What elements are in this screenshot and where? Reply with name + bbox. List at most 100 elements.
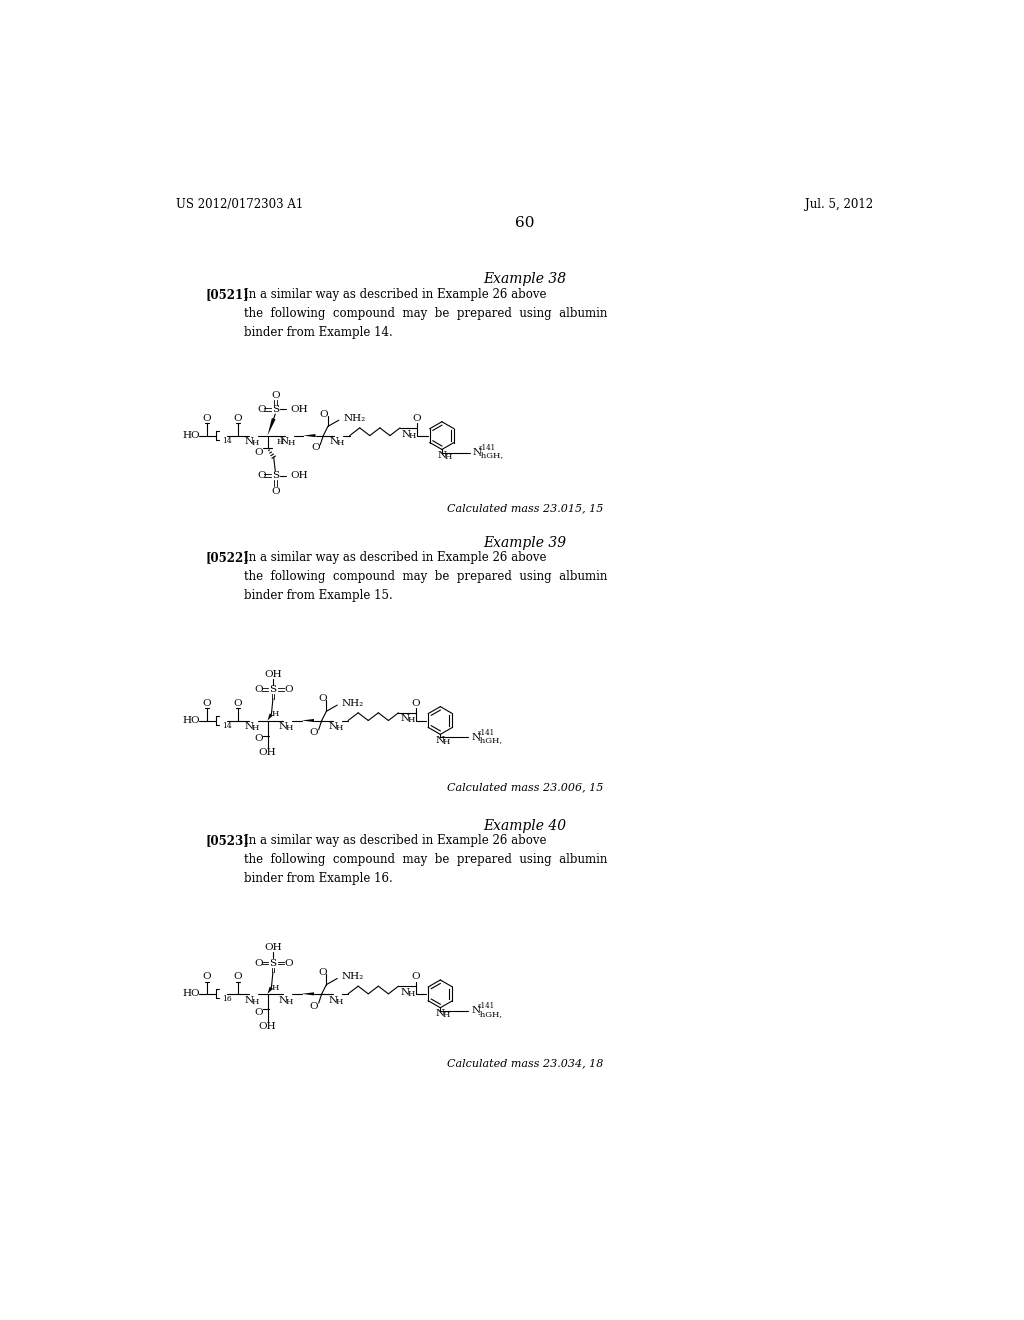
Text: N: N — [328, 995, 337, 1005]
Text: H: H — [286, 725, 293, 733]
Text: -hGH,: -hGH, — [479, 451, 504, 459]
Text: H: H — [286, 998, 293, 1006]
Text: N: N — [279, 995, 288, 1005]
Text: Calculated mass 23.006, 15: Calculated mass 23.006, 15 — [446, 781, 603, 792]
Text: 14: 14 — [222, 722, 232, 730]
Text: N: N — [245, 722, 254, 731]
Text: Example 38: Example 38 — [483, 272, 566, 286]
Polygon shape — [267, 418, 275, 436]
Polygon shape — [302, 993, 314, 995]
Text: -hGH,: -hGH, — [477, 737, 503, 744]
Text: O: O — [412, 973, 420, 981]
Text: O: O — [254, 734, 262, 743]
Text: NH₂: NH₂ — [343, 414, 366, 424]
Text: N: N — [330, 437, 339, 446]
Text: N: N — [437, 451, 446, 461]
Text: H: H — [442, 1011, 451, 1019]
Text: Calculated mass 23.034, 18: Calculated mass 23.034, 18 — [446, 1057, 603, 1068]
Text: H: H — [444, 453, 452, 461]
Text: N: N — [245, 995, 254, 1005]
Text: H: H — [271, 710, 279, 718]
Text: H: H — [252, 725, 259, 733]
Text: N: N — [436, 737, 444, 744]
Text: N: N — [436, 1010, 444, 1018]
Text: O: O — [284, 685, 293, 694]
Text: H: H — [276, 438, 284, 446]
Text: H: H — [271, 983, 279, 991]
Text: O: O — [318, 968, 327, 977]
Text: H: H — [287, 440, 295, 447]
Text: In a similar way as described in Example 26 above
the  following  compound  may : In a similar way as described in Example… — [245, 834, 607, 886]
Text: O: O — [413, 414, 422, 424]
Text: O: O — [233, 700, 243, 708]
Text: S: S — [271, 405, 279, 414]
Text: O: O — [412, 700, 420, 708]
Text: [0521]: [0521] — [206, 288, 249, 301]
Text: ε141: ε141 — [477, 1002, 495, 1010]
Text: O: O — [233, 414, 243, 424]
Text: OH: OH — [259, 1022, 276, 1031]
Text: Jul. 5, 2012: Jul. 5, 2012 — [806, 198, 873, 211]
Polygon shape — [302, 719, 314, 722]
Text: 60: 60 — [515, 216, 535, 230]
Text: 14: 14 — [222, 437, 232, 445]
Text: O: O — [255, 958, 263, 968]
Text: OH: OH — [291, 405, 308, 414]
Text: O: O — [271, 391, 280, 400]
Text: O: O — [257, 405, 265, 414]
Text: O: O — [284, 958, 293, 968]
Text: H: H — [252, 998, 259, 1006]
Text: H: H — [442, 738, 451, 746]
Text: O: O — [309, 729, 318, 738]
Text: S: S — [269, 958, 276, 968]
Text: OH: OH — [291, 471, 308, 480]
Text: H: H — [337, 440, 344, 447]
Text: N: N — [400, 987, 410, 997]
Text: N: N — [471, 733, 480, 742]
Text: [0522]: [0522] — [206, 552, 249, 564]
Text: [0523]: [0523] — [206, 834, 249, 847]
Text: H: H — [408, 717, 415, 725]
Polygon shape — [267, 986, 273, 994]
Text: N: N — [473, 447, 482, 457]
Text: Example 40: Example 40 — [483, 818, 566, 833]
Text: NH₂: NH₂ — [342, 973, 365, 981]
Text: H: H — [409, 432, 416, 440]
Text: O: O — [257, 471, 265, 480]
Text: O: O — [271, 487, 280, 495]
Text: O: O — [319, 409, 329, 418]
Text: Example 39: Example 39 — [483, 536, 566, 549]
Text: O: O — [233, 973, 243, 981]
Text: Calculated mass 23.015, 15: Calculated mass 23.015, 15 — [446, 503, 603, 513]
Text: O: O — [318, 694, 327, 704]
Text: H: H — [408, 990, 415, 998]
Text: O: O — [309, 1002, 318, 1011]
Text: O: O — [203, 700, 211, 708]
Text: OH: OH — [264, 669, 282, 678]
Text: N: N — [400, 714, 410, 723]
Text: ε141: ε141 — [479, 444, 497, 451]
Polygon shape — [267, 713, 273, 721]
Text: H: H — [252, 440, 259, 447]
Text: N: N — [280, 437, 289, 446]
Text: O: O — [203, 973, 211, 981]
Text: ε141: ε141 — [477, 729, 495, 737]
Text: -hGH,: -hGH, — [477, 1010, 503, 1018]
Text: H: H — [335, 725, 342, 733]
Text: 16: 16 — [222, 995, 232, 1003]
Text: HO: HO — [182, 715, 200, 725]
Text: N: N — [245, 437, 254, 446]
Text: N: N — [328, 722, 337, 731]
Text: N: N — [401, 429, 411, 438]
Text: S: S — [271, 471, 279, 480]
Text: In a similar way as described in Example 26 above
the  following  compound  may : In a similar way as described in Example… — [245, 288, 607, 339]
Text: O: O — [311, 444, 319, 453]
Text: S: S — [269, 685, 276, 694]
Text: HO: HO — [182, 990, 200, 998]
Text: H: H — [335, 998, 342, 1006]
Text: O: O — [203, 414, 211, 424]
Text: In a similar way as described in Example 26 above
the  following  compound  may : In a similar way as described in Example… — [245, 552, 607, 602]
Text: N: N — [471, 1006, 480, 1015]
Text: HO: HO — [182, 432, 200, 440]
Text: N: N — [279, 722, 288, 731]
